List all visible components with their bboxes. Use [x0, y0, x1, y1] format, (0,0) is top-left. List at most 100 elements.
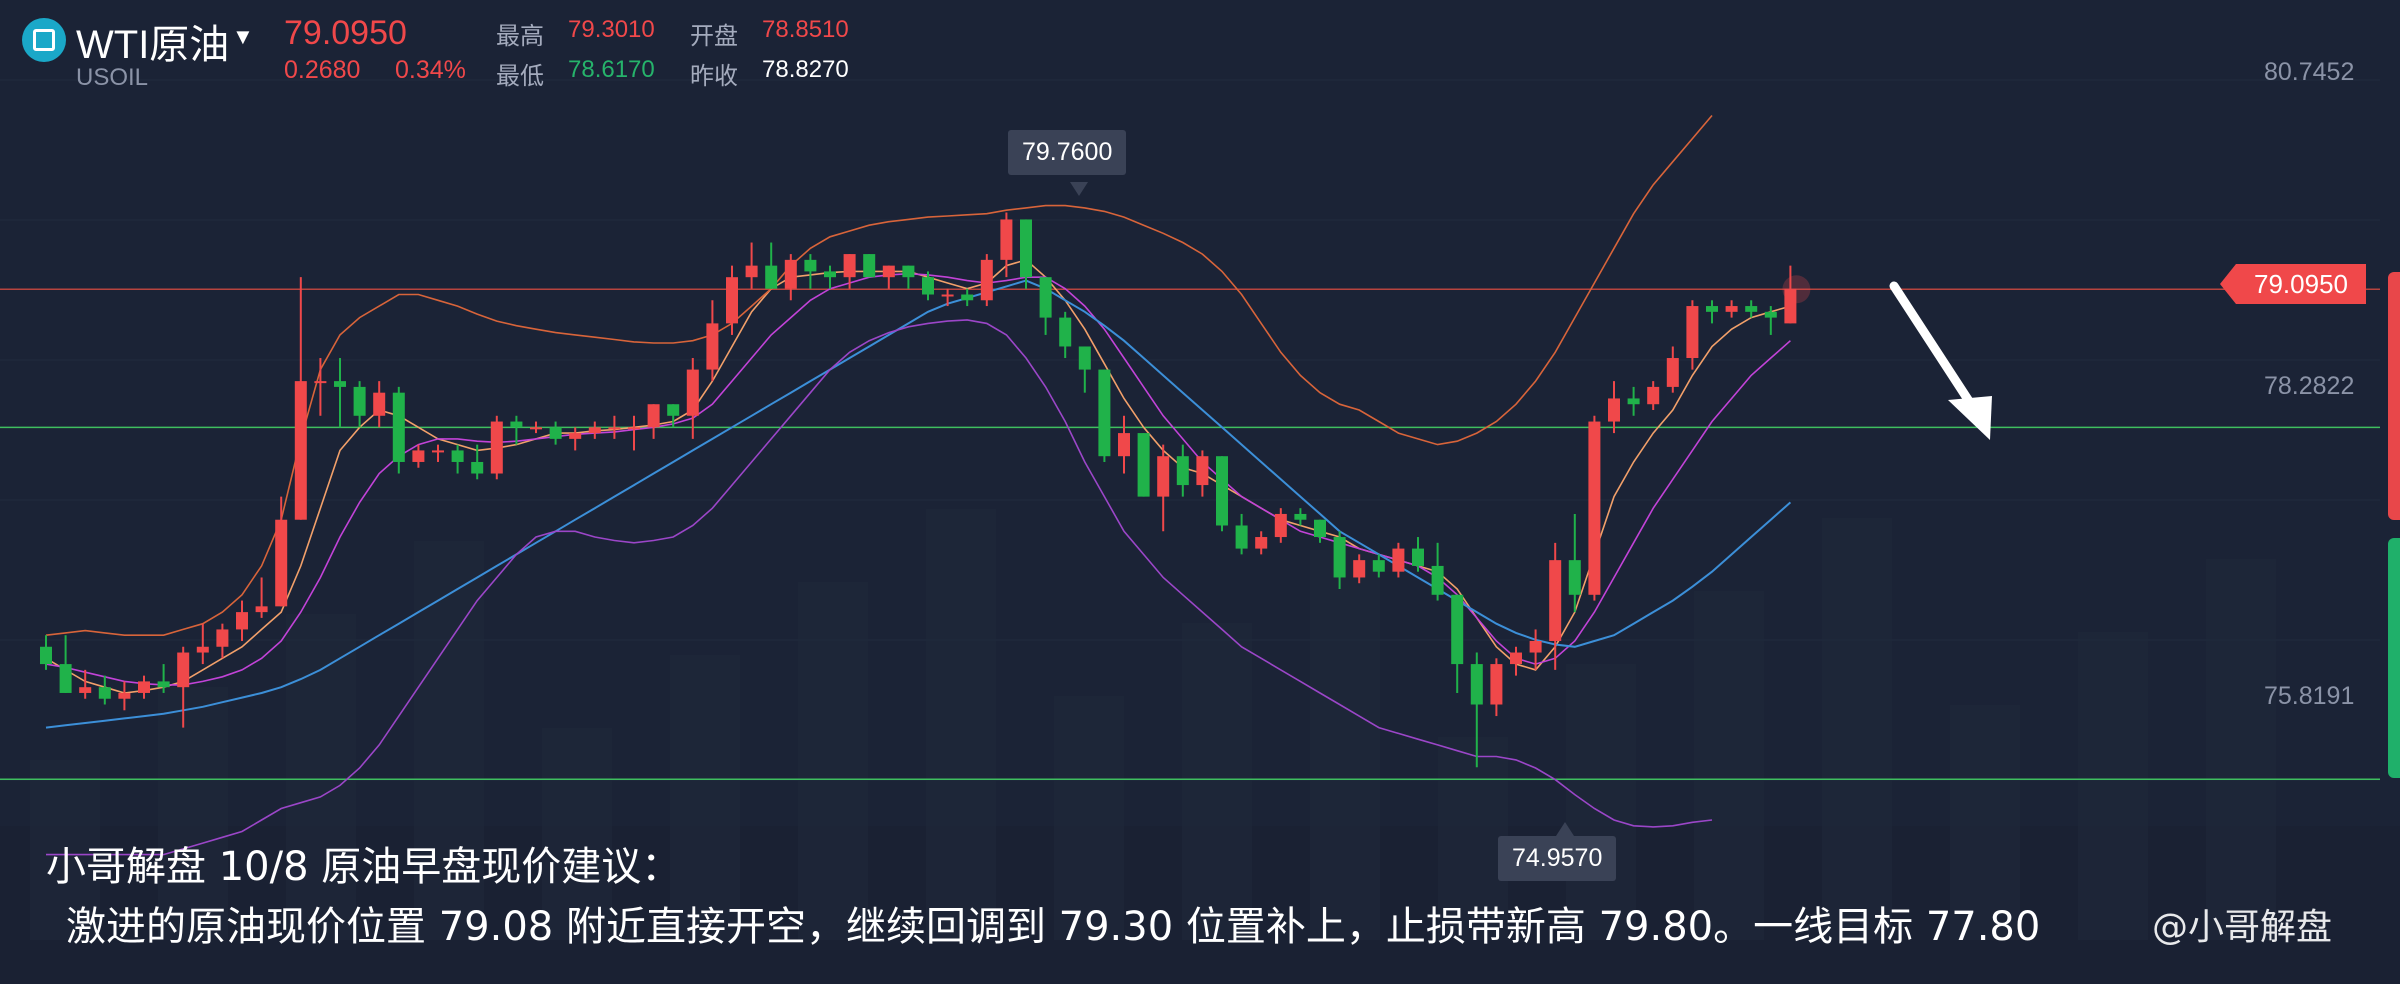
series-line-ma10: [45, 272, 1791, 686]
current-price-tag: 79.0950: [2220, 264, 2366, 304]
candle-body: [1706, 306, 1718, 312]
candle-body: [1137, 433, 1150, 497]
candle-body: [196, 646, 209, 653]
candle-body: [1647, 386, 1660, 405]
high-value: 79.3010: [568, 16, 655, 43]
candle-body: [510, 421, 523, 428]
background-building: [1694, 591, 1764, 940]
candle-body: [177, 652, 190, 688]
candle-body: [1412, 548, 1424, 566]
candle-body: [1549, 560, 1562, 641]
candle-body: [1098, 369, 1111, 457]
candle-body: [216, 629, 229, 647]
candle-body: [549, 427, 562, 439]
candle-body: [1588, 421, 1601, 595]
candle-body: [118, 692, 131, 699]
candle-body: [1333, 537, 1346, 578]
high-callout-pointer: [1070, 182, 1088, 196]
series-line-ma30: [45, 279, 1792, 729]
candle-body: [1451, 594, 1464, 665]
candle-body: [824, 271, 836, 278]
candle-body: [941, 294, 954, 297]
series-line-bb_lower: [46, 319, 1713, 856]
candle-body: [1431, 565, 1444, 595]
candle-body: [373, 392, 386, 416]
background-building: [2206, 559, 2276, 940]
background-building: [798, 582, 868, 940]
open-value: 78.8510: [762, 16, 849, 43]
background-building: [2078, 632, 2148, 940]
prev-close-value: 78.8270: [762, 56, 849, 83]
symbol-logo-icon: [22, 18, 66, 62]
background-building: [1438, 737, 1508, 940]
candle-body: [784, 259, 797, 289]
low-value: 78.6170: [568, 56, 655, 83]
candle-body: [1118, 433, 1130, 457]
candle-body: [1196, 456, 1209, 486]
series-line-bb_upper: [45, 114, 1713, 637]
low-marker-callout: 74.9570: [1498, 836, 1617, 881]
candle-body: [530, 427, 542, 430]
background-building: [286, 614, 356, 940]
candle-body: [745, 265, 758, 278]
candle-body: [451, 450, 464, 462]
candle-body: [1470, 664, 1483, 705]
candle-body: [412, 450, 425, 462]
candle-body: [1510, 652, 1522, 665]
candle-body: [1666, 358, 1679, 387]
high-marker-callout: 79.7600: [1008, 130, 1127, 175]
background-building: [926, 509, 996, 940]
candle-body: [1725, 306, 1738, 312]
candle-body: [1235, 525, 1248, 549]
candle-body: [588, 427, 601, 434]
prev-close-label: 昨收: [690, 63, 738, 90]
candle-body: [1686, 306, 1699, 359]
background-building: [1950, 705, 2020, 940]
down-arrow-head: [1948, 396, 1992, 440]
candle-body: [490, 421, 503, 474]
background-building: [158, 687, 228, 940]
candle-body: [1372, 560, 1385, 572]
side-buy-tab[interactable]: [2388, 538, 2400, 778]
low-label: 最低: [496, 63, 544, 90]
candle-body: [902, 265, 915, 278]
background-building: [1054, 696, 1124, 940]
background-building: [30, 760, 100, 940]
symbol-code: USOIL: [76, 64, 149, 91]
candle-body: [314, 381, 327, 384]
candle-body: [1000, 219, 1013, 260]
candle-body: [334, 381, 346, 387]
candle-body: [157, 681, 170, 688]
last-price: 79.0950: [284, 14, 407, 52]
background-building: [1822, 518, 1892, 940]
caption-title: 小哥解盘 10/8 原油早盘现价建议：: [46, 844, 682, 890]
candle-body: [255, 606, 268, 613]
candle-body: [392, 392, 405, 462]
open-label: 开盘: [690, 23, 738, 50]
candle-body: [1608, 398, 1620, 422]
candle-body: [1627, 398, 1640, 405]
watermark: @小哥解盘: [2152, 907, 2333, 948]
side-sell-tab[interactable]: [2388, 272, 2400, 520]
candle-body: [1353, 560, 1366, 578]
candle-body: [1294, 513, 1307, 520]
candle-body: [1176, 456, 1189, 486]
y-axis-tick-label: 80.7452: [2264, 58, 2355, 86]
background-building: [1182, 623, 1252, 940]
candle-body: [1216, 456, 1228, 526]
symbol-name[interactable]: WTI原油: [76, 23, 230, 67]
candle-body: [726, 277, 738, 324]
candle-body: [432, 450, 444, 453]
symbol-dropdown-icon[interactable]: ▼: [232, 24, 254, 49]
candle-body: [569, 433, 582, 439]
candle-body: [1078, 346, 1091, 370]
candle-body: [471, 461, 484, 474]
high-label: 最高: [496, 23, 544, 50]
candle-body: [882, 265, 895, 278]
candle-body: [922, 277, 934, 295]
candle-body: [863, 254, 876, 278]
candle-body: [40, 646, 52, 665]
candle-body: [1784, 288, 1797, 324]
candle-body: [1314, 519, 1326, 538]
